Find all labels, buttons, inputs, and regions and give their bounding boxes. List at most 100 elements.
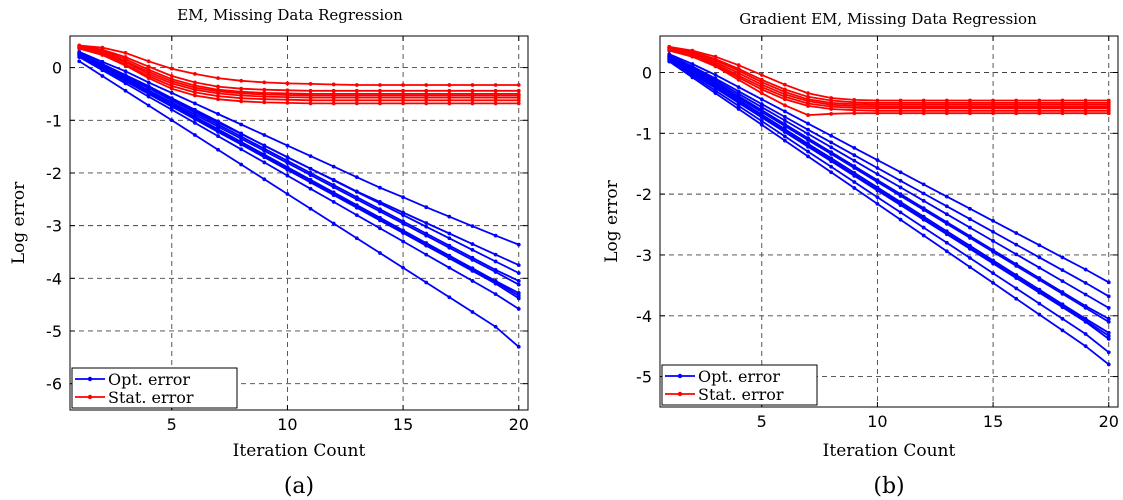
x-tick-label: 10 — [277, 415, 297, 434]
stat-error-data-point — [516, 88, 521, 93]
opt-error-data-point — [216, 124, 220, 129]
opt-error-data-point — [401, 221, 405, 226]
opt-error-data-point — [354, 175, 359, 180]
stat-error-data-point — [690, 54, 695, 59]
opt-error-data-point — [216, 134, 220, 138]
opt-error-series-line — [78, 56, 520, 310]
opt-error-data-point — [898, 210, 903, 215]
opt-error-data-point — [968, 206, 972, 211]
stat-error-data-point — [806, 113, 810, 117]
opt-error-data-point — [1083, 267, 1088, 272]
opt-error-data-point — [262, 155, 267, 160]
stat-error-data-point — [285, 81, 290, 86]
opt-error-data-point — [991, 281, 995, 285]
opt-error-data-point — [354, 205, 359, 210]
opt-error-data-point — [493, 281, 498, 286]
stat-error-data-point — [239, 99, 244, 104]
stat-error-data-point — [146, 64, 151, 69]
stat-error-data-point — [239, 78, 244, 83]
stat-error-data-point — [262, 80, 267, 85]
y-tick-label: -2 — [46, 164, 62, 183]
opt-error-data-point — [516, 293, 521, 298]
legend-swatch-marker — [87, 376, 93, 382]
stat-error-data-point — [493, 98, 498, 103]
opt-error-data-point — [123, 88, 128, 93]
stat-error-data-point — [308, 82, 313, 86]
opt-error-data-point — [875, 180, 880, 184]
opt-error-data-point — [898, 185, 903, 190]
stat-error-data-point — [806, 104, 810, 108]
opt-error-data-point — [806, 138, 810, 142]
opt-error-series-line — [78, 54, 520, 297]
stat-error-data-point — [713, 64, 718, 69]
opt-error-data-point — [736, 85, 741, 89]
opt-error-data-point — [944, 222, 949, 226]
opt-error-data-point — [378, 218, 382, 223]
stat-error-data-point — [378, 101, 382, 106]
stat-error-data-point — [262, 87, 267, 92]
opt-error-series-line — [78, 60, 520, 348]
opt-error-data-point — [921, 217, 926, 222]
opt-error-data-point — [690, 75, 695, 80]
opt-error-data-point — [783, 118, 787, 123]
opt-error-data-point — [806, 127, 810, 132]
opt-error-data-point — [783, 130, 787, 134]
opt-error-data-point — [783, 124, 787, 128]
opt-error-data-point — [378, 226, 382, 231]
opt-error-data-point — [516, 282, 521, 287]
opt-error-data-point — [308, 173, 313, 177]
opt-error-data-point — [829, 159, 834, 164]
opt-error-series-line — [668, 56, 1110, 323]
opt-error-data-point — [285, 173, 290, 178]
opt-error-data-point — [285, 161, 290, 165]
opt-error-data-point — [759, 119, 764, 124]
stat-error-data-point — [1014, 111, 1019, 116]
panel-caption: (a) — [284, 474, 314, 499]
opt-error-series-line — [668, 60, 1110, 366]
opt-error-data-point — [667, 59, 672, 64]
stat-error-series-line — [79, 44, 519, 92]
opt-error-data-point — [852, 166, 857, 170]
plot-frame — [69, 35, 529, 411]
opt-error-data-point — [875, 166, 880, 170]
opt-error-data-point — [1106, 350, 1111, 355]
opt-error-data-point — [308, 166, 313, 171]
opt-error-data-point — [378, 251, 382, 255]
chart-title: EM, Missing Data Regression — [177, 6, 403, 24]
opt-error-data-point — [493, 324, 498, 329]
stat-error-data-point — [736, 63, 741, 68]
opt-error-data-point — [852, 153, 857, 158]
stat-error-data-point — [146, 76, 151, 81]
opt-error-data-point — [875, 172, 880, 176]
opt-error-data-point — [829, 133, 834, 138]
opt-error-data-point — [1106, 294, 1111, 299]
stat-error-series-line — [79, 45, 519, 95]
y-axis-label: Log error — [602, 179, 622, 262]
stat-error-data-point — [968, 111, 972, 116]
stat-error-data-point — [759, 91, 764, 96]
stat-error-data-point — [331, 101, 336, 106]
opt-error-data-point — [169, 118, 174, 123]
opt-error-data-point — [354, 197, 359, 202]
opt-error-series-line — [78, 55, 520, 300]
opt-error-data-point — [1083, 332, 1088, 336]
opt-error-data-point — [401, 231, 405, 235]
stat-error-data-point — [239, 96, 244, 101]
opt-error-data-point — [516, 296, 521, 301]
stat-error-data-point — [216, 76, 220, 81]
opt-error-data-point — [968, 225, 972, 230]
opt-error-data-point — [1106, 362, 1111, 367]
stat-error-data-point — [401, 101, 405, 106]
opt-error-data-point — [968, 236, 972, 240]
stat-error-data-point — [193, 93, 197, 98]
opt-error-data-point — [146, 92, 151, 96]
stat-error-data-point — [169, 81, 174, 86]
opt-error-data-point — [123, 69, 128, 74]
stat-error-data-point — [401, 83, 405, 87]
opt-error-data-point — [424, 221, 429, 225]
opt-error-data-point — [1037, 312, 1042, 317]
opt-error-data-point — [1037, 277, 1042, 282]
stat-error-data-point — [852, 108, 857, 113]
